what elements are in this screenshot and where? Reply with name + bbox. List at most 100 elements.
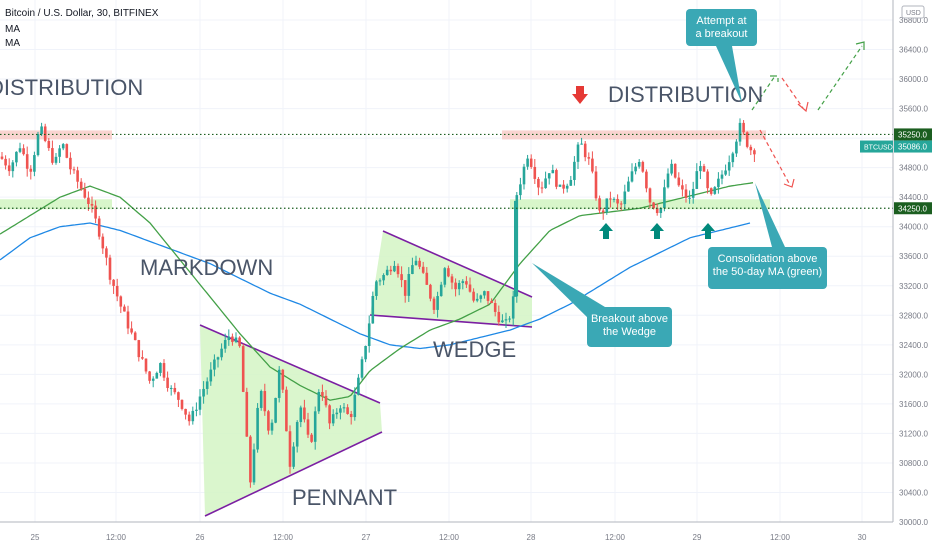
label-distribution-left: DISTRIBUTION bbox=[0, 75, 143, 100]
price-tick-label: 33600.0 bbox=[899, 252, 928, 261]
price-tick-label: 36000.0 bbox=[899, 75, 928, 84]
candle-body bbox=[483, 291, 486, 296]
candle-body bbox=[252, 449, 256, 483]
candle-body bbox=[108, 257, 112, 280]
candle-body bbox=[198, 396, 202, 410]
candle-body bbox=[609, 198, 612, 200]
candle-body bbox=[331, 414, 335, 424]
projection-up-arrow-2 bbox=[817, 45, 863, 111]
candle-body bbox=[630, 171, 634, 182]
candle-body bbox=[605, 198, 609, 213]
candle-body bbox=[137, 340, 141, 358]
ma-legend-fast[interactable]: MA bbox=[5, 24, 20, 35]
candle-body bbox=[396, 265, 400, 275]
candle-body bbox=[277, 369, 281, 398]
candle-body bbox=[540, 187, 544, 189]
candle-body bbox=[490, 300, 493, 304]
candle-body bbox=[105, 248, 108, 258]
candle-body bbox=[274, 397, 277, 423]
candle-body bbox=[601, 210, 605, 213]
time-tick-label: 25 bbox=[31, 533, 40, 542]
candle-body bbox=[310, 434, 313, 442]
candle-body bbox=[472, 291, 475, 301]
candle-body bbox=[43, 126, 47, 141]
candle-body bbox=[407, 274, 411, 296]
candle-body bbox=[486, 291, 490, 301]
candle-body bbox=[652, 202, 655, 209]
candle-body bbox=[303, 407, 306, 420]
candle-body bbox=[83, 188, 87, 198]
candle-body bbox=[353, 394, 357, 418]
candle-body bbox=[148, 371, 151, 381]
candle-body bbox=[501, 320, 504, 323]
price-tick-label: 32000.0 bbox=[899, 370, 928, 379]
candle-body bbox=[231, 336, 234, 342]
ma-legend-slow[interactable]: MA bbox=[5, 38, 20, 49]
candle-body bbox=[159, 363, 162, 373]
price-label-resistance-text: 35250.0 bbox=[898, 130, 927, 139]
candle-body bbox=[33, 155, 36, 172]
candle-body bbox=[191, 410, 195, 422]
pennant-lower-line bbox=[204, 431, 383, 517]
annotations: DISTRIBUTION DISTRIBUTIONMARKDOWNWEDGEPEN… bbox=[0, 9, 865, 510]
candle-body bbox=[627, 181, 630, 192]
candle-body bbox=[288, 431, 292, 467]
candle-body bbox=[551, 170, 555, 174]
candle-body bbox=[54, 156, 58, 163]
price-tick-label: 32400.0 bbox=[899, 341, 928, 350]
callout-consolidation-text: Consolidation above bbox=[718, 253, 818, 265]
candles bbox=[0, 118, 756, 488]
candle-body bbox=[727, 162, 731, 171]
wedge-lower-line bbox=[369, 314, 533, 328]
candle-body bbox=[281, 369, 285, 390]
price-tick-label: 30800.0 bbox=[899, 459, 928, 468]
candle-body bbox=[684, 189, 688, 198]
callout-consolidation-text: the 50-day MA (green) bbox=[713, 266, 822, 278]
candle-body bbox=[436, 296, 439, 310]
callout-attempt-pointer bbox=[716, 46, 742, 103]
price-tick-label: 34800.0 bbox=[899, 164, 928, 173]
candle-body bbox=[519, 184, 522, 196]
candle-body bbox=[36, 134, 40, 156]
candle-body bbox=[51, 148, 54, 163]
candle-body bbox=[403, 280, 407, 296]
candle-body bbox=[7, 165, 11, 172]
candle-body bbox=[223, 340, 227, 349]
buy-arrow-icon bbox=[599, 223, 613, 239]
candle-body bbox=[371, 295, 375, 324]
price-axis-bg bbox=[893, 0, 932, 550]
time-tick-label: 27 bbox=[362, 533, 371, 542]
candle-body bbox=[220, 348, 223, 358]
candle-body bbox=[565, 185, 569, 189]
candle-body bbox=[619, 203, 623, 205]
candle-body bbox=[717, 178, 720, 188]
candle-body bbox=[367, 323, 371, 346]
candle-body bbox=[742, 122, 745, 133]
candle-body bbox=[349, 413, 353, 418]
candle-body bbox=[641, 161, 645, 172]
candle-body bbox=[177, 392, 180, 400]
candle-body bbox=[569, 179, 573, 186]
candle-body bbox=[648, 188, 652, 203]
candle-body bbox=[342, 407, 346, 409]
callout-attempt-text: a breakout bbox=[696, 28, 748, 40]
candle-body bbox=[4, 158, 7, 166]
candle-body bbox=[123, 306, 126, 312]
candle-body bbox=[79, 181, 83, 189]
candle-body bbox=[61, 144, 65, 149]
candle-body bbox=[234, 337, 238, 342]
time-tick-label: 12:00 bbox=[605, 533, 626, 542]
candle-body bbox=[443, 268, 447, 285]
candle-body bbox=[713, 187, 717, 194]
candle-body bbox=[612, 198, 616, 200]
candle-body bbox=[418, 260, 421, 267]
breakout-candle bbox=[514, 200, 517, 297]
price-label-resistance bbox=[894, 128, 932, 141]
candle-body bbox=[18, 148, 22, 152]
candle-body bbox=[439, 284, 443, 297]
candle-body bbox=[468, 284, 472, 292]
candle-body bbox=[357, 377, 360, 395]
candle-body bbox=[94, 205, 97, 219]
candle-body bbox=[25, 154, 29, 169]
